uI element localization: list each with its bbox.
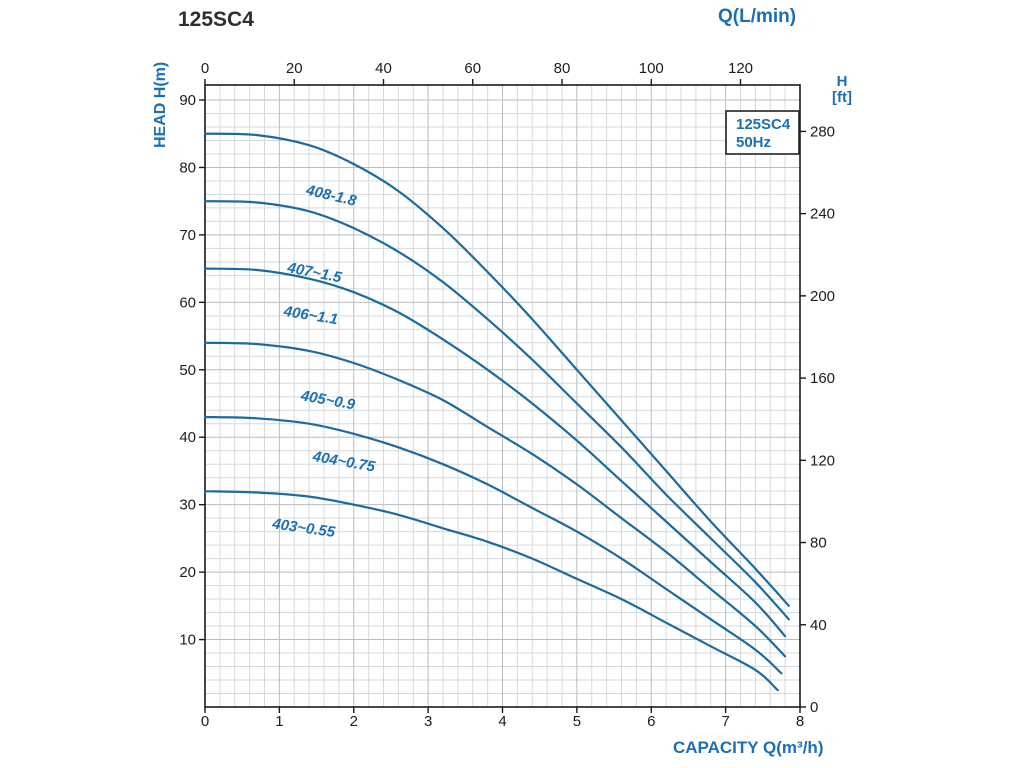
tick-labels: 0 1 2 3 4 5 6 7 8 10 20 30 40 50 60 70 80 90 0 20 40 60 80 100 1… (179, 60, 835, 730)
x-tick-label: 5 (573, 713, 581, 730)
right-axis-title-line1: H (836, 73, 848, 90)
top-tick-label: 40 (375, 60, 392, 77)
curve-408-1.8 (203, 132, 790, 607)
x-tick-label: 0 (201, 713, 209, 730)
right-axis-title: H [ft] (820, 74, 864, 106)
curve-404~0.75 (203, 415, 783, 675)
top-tick-label: 80 (554, 60, 571, 77)
top-tick-label: 60 (464, 60, 481, 77)
top-axis-title: Q(L/min) (718, 6, 797, 27)
x-tick-label: 8 (796, 713, 804, 730)
y-tick-label: 20 (179, 564, 196, 581)
curve-label-403~0.55: 403~0.55 (270, 515, 336, 541)
right-tick-label: 40 (810, 617, 827, 634)
x-tick-label: 6 (647, 713, 655, 730)
y-tick-label: 90 (179, 92, 196, 109)
x-tick-label: 2 (350, 713, 358, 730)
y-tick-label: 70 (179, 227, 196, 244)
curve-label-405~0.9: 405~0.9 (299, 387, 357, 414)
curve-403~0.55 (203, 490, 779, 692)
bottom-axis-title: CAPACITY Q(m³/h) (673, 738, 824, 757)
curve-label-406~1.1: 406~1.1 (281, 303, 339, 328)
right-tick-label: 0 (810, 699, 818, 716)
y-tick-label: 60 (179, 294, 196, 311)
x-tick-label: 4 (498, 713, 506, 730)
right-tick-label: 120 (810, 452, 835, 469)
right-tick-label: 80 (810, 535, 827, 552)
major-grid (205, 85, 800, 707)
top-tick-label: 0 (201, 60, 209, 77)
right-tick-label: 240 (810, 206, 835, 223)
curve-label-408-1.8: 408-1.8 (304, 182, 359, 210)
right-tick-label: 200 (810, 288, 835, 305)
y-tick-label: 30 (179, 497, 196, 514)
legend-frequency: 50Hz (736, 134, 771, 151)
top-tick-label: 100 (639, 60, 664, 77)
right-axis-title-line2: [ft] (832, 89, 852, 106)
y-tick-label: 40 (179, 429, 196, 446)
right-tick-label: 280 (810, 123, 835, 140)
curve-label-404~0.75: 404~0.75 (310, 448, 377, 476)
y-tick-label: 50 (179, 362, 196, 379)
top-tick-label: 120 (728, 60, 753, 77)
x-tick-label: 7 (721, 713, 729, 730)
curve-407~1.5 (203, 200, 790, 621)
top-tick-label: 20 (286, 60, 303, 77)
curve-405~0.9 (203, 341, 787, 658)
curve-406~1.1 (203, 267, 787, 638)
x-tick-label: 3 (424, 713, 432, 730)
y-tick-label: 10 (179, 632, 196, 649)
legend-model: 125SC4 (736, 116, 791, 133)
x-tick-label: 1 (275, 713, 283, 730)
tick-marks (199, 79, 806, 713)
y-tick-label: 80 (179, 159, 196, 176)
right-tick-label: 160 (810, 370, 835, 387)
chart-title: 125SC4 (178, 8, 254, 31)
